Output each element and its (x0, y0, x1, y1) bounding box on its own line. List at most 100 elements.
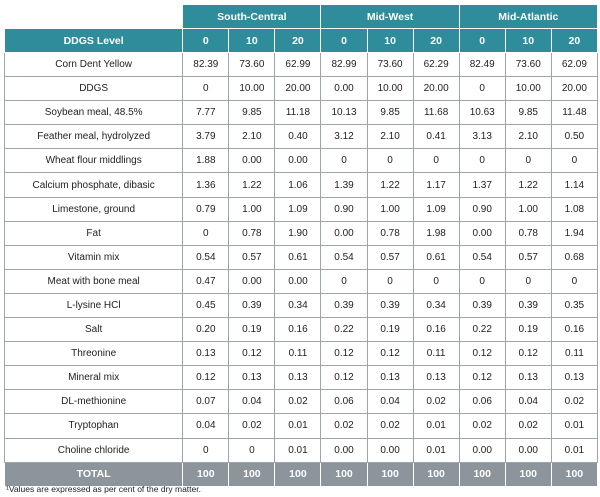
total-label: TOTAL (3, 461, 184, 487)
total-value-cell: 100 (320, 461, 368, 487)
total-value-cell: 100 (366, 461, 414, 487)
value-cell: 1.39 (320, 172, 368, 198)
value-cell: 1.37 (458, 172, 506, 198)
value-cell: 0 (550, 148, 599, 174)
table-row: Choline chloride 0 0 0.01 0.00 0.00 0.01 0.00 0.… (3, 437, 599, 463)
value-cell: 0.04 (504, 389, 552, 415)
row-label: Threonine (3, 341, 184, 367)
table-row: Salt 0.20 0.19 0.16 0.22 0.19 0.16 0.22 0.19 0.16 (3, 317, 599, 343)
value-cell: 0 (228, 437, 276, 463)
value-cell: 0 (366, 268, 414, 294)
value-cell: 73.60 (504, 51, 552, 78)
value-cell: 0.22 (458, 317, 506, 343)
level-cell: 10 (504, 28, 552, 53)
value-cell: 1.08 (550, 196, 599, 222)
value-cell: 0.13 (550, 365, 599, 391)
value-cell: 1.00 (366, 196, 414, 222)
value-cell: 0.79 (182, 196, 230, 222)
value-cell: 0.12 (320, 365, 368, 391)
value-cell: 0.01 (412, 413, 460, 439)
region-mid-atlantic: Mid-Atlantic (458, 4, 599, 29)
value-cell: 0 (504, 268, 552, 294)
value-cell: 0 (182, 220, 230, 246)
value-cell: 0 (366, 148, 414, 174)
value-cell: 0 (412, 268, 460, 294)
value-cell: 0.50 (550, 124, 599, 150)
value-cell: 0.78 (504, 220, 552, 246)
value-cell: 9.85 (504, 100, 552, 126)
value-cell: 7.77 (182, 100, 230, 126)
region-header-row: South-Central Mid-West Mid-Atlantic (4, 4, 599, 29)
value-cell: 0.13 (412, 365, 460, 391)
value-cell: 0.12 (228, 341, 276, 367)
value-cell: 10.00 (504, 76, 552, 102)
value-cell: 0.78 (366, 220, 414, 246)
value-cell: 2.10 (504, 124, 552, 150)
level-cell: 20 (412, 28, 460, 53)
value-cell: 0.54 (320, 244, 368, 270)
row-label: Limestone, ground (3, 196, 184, 222)
value-cell: 1.00 (504, 196, 552, 222)
value-cell: 0.04 (182, 413, 230, 439)
value-cell: 0 (504, 148, 552, 174)
value-cell: 0.19 (366, 317, 414, 343)
value-cell: 0.40 (274, 124, 322, 150)
value-cell: 1.22 (366, 172, 414, 198)
value-cell: 1.14 (550, 172, 599, 198)
value-cell: 0.12 (366, 341, 414, 367)
value-cell: 0.00 (320, 220, 368, 246)
table-row: Vitamin mix 0.54 0.57 0.61 0.54 0.57 0.61 0.54 0… (3, 244, 599, 270)
value-cell: 3.13 (458, 124, 506, 150)
value-cell: 0 (320, 268, 368, 294)
row-label: Salt (3, 317, 184, 343)
value-cell: 0.16 (412, 317, 460, 343)
footnote: ¹Values are expressed as per cent of the… (6, 484, 201, 494)
value-cell: 0.12 (320, 341, 368, 367)
value-cell: 0.00 (274, 268, 322, 294)
value-cell: 1.17 (412, 172, 460, 198)
value-cell: 0.12 (458, 341, 506, 367)
value-cell: 0.11 (412, 341, 460, 367)
value-cell: 0.00 (228, 268, 276, 294)
value-cell: 0.02 (320, 413, 368, 439)
value-cell: 0.00 (320, 76, 368, 102)
value-cell: 0.45 (182, 292, 230, 319)
value-cell: 11.18 (274, 100, 322, 126)
row-label: Vitamin mix (3, 244, 184, 270)
value-cell: 0.02 (504, 413, 552, 439)
value-cell: 2.10 (366, 124, 414, 150)
level-cell: 0 (320, 28, 368, 53)
value-cell: 0.90 (320, 196, 368, 222)
ddgs-diet-table: South-Central Mid-West Mid-Atlantic DDGS… (3, 4, 599, 487)
table-body: Corn Dent Yellow 82.39 73.60 62.99 82.99 73.6… (3, 51, 599, 487)
total-value-cell: 100 (458, 461, 506, 487)
value-cell: 0.02 (228, 413, 276, 439)
value-cell: 0.13 (366, 365, 414, 391)
value-cell: 0.54 (458, 244, 506, 270)
total-row: TOTAL 100 100 100 100 100 100 100 100 100 (3, 461, 599, 487)
value-cell: 1.90 (274, 220, 322, 246)
value-cell: 0 (182, 76, 230, 102)
value-cell: 0.01 (412, 437, 460, 463)
value-cell: 0.34 (274, 292, 322, 319)
table-row: Calcium phosphate, dibasic 1.36 1.22 1.06 1.… (3, 172, 599, 198)
total-value-cell: 100 (228, 461, 276, 487)
total-value-cell: 100 (504, 461, 552, 487)
value-cell: 0.04 (228, 389, 276, 415)
value-cell: 10.00 (366, 76, 414, 102)
value-cell: 82.49 (458, 51, 506, 78)
value-cell: 1.22 (504, 172, 552, 198)
value-cell: 0.06 (458, 389, 506, 415)
value-cell: 0 (320, 148, 368, 174)
value-cell: 0.01 (274, 413, 322, 439)
value-cell: 62.09 (550, 51, 599, 78)
value-cell: 0 (458, 76, 506, 102)
table-row: Wheat flour middlings 1.88 0.00 0.00 0 0 0 0 0 0 (3, 148, 599, 174)
value-cell: 0.13 (504, 365, 552, 391)
value-cell: 0.47 (182, 268, 230, 294)
row-label: Tryptophan (3, 413, 184, 439)
value-cell: 11.48 (550, 100, 599, 126)
value-cell: 0.11 (550, 341, 599, 367)
value-cell: 10.63 (458, 100, 506, 126)
value-cell: 0.19 (228, 317, 276, 343)
